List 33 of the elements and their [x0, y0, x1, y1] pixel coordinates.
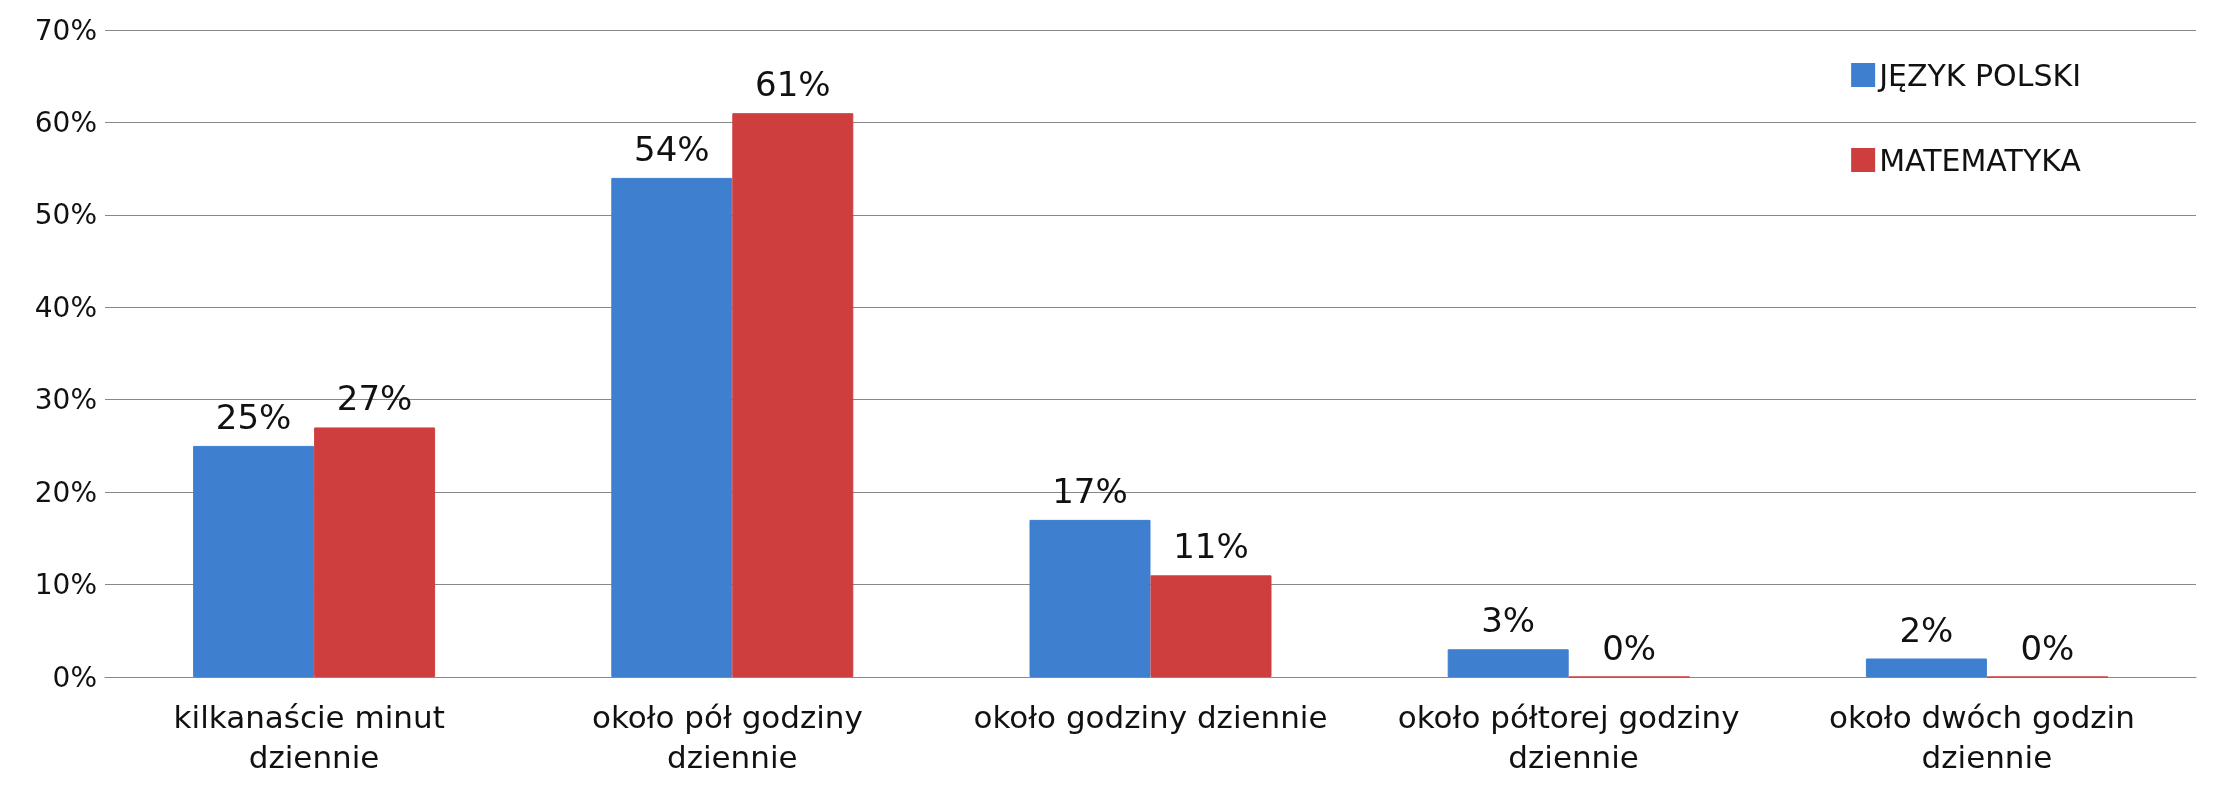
y-tick-label: 0%	[52, 660, 97, 694]
data-label: 54%	[634, 128, 710, 169]
y-tick-label: 60%	[34, 105, 97, 139]
bar	[314, 427, 436, 677]
x-tick-label: kilkanaście minut dziennie	[173, 699, 455, 775]
bar	[1029, 519, 1151, 677]
data-label: 61%	[755, 64, 831, 105]
legend-label: JĘZYK POLSKI	[1877, 57, 2081, 93]
x-tick-label: około godziny dziennie	[973, 699, 1328, 735]
data-label: 3%	[1481, 600, 1536, 641]
data-label: 11%	[1173, 526, 1249, 567]
y-tick-label: 40%	[34, 290, 97, 324]
data-label: 27%	[336, 378, 413, 419]
bar	[1150, 575, 1272, 677]
bar	[732, 113, 854, 677]
legend-label: MATEMATYKA	[1879, 142, 2082, 178]
y-tick-label: 50%	[34, 198, 97, 232]
data-label: 2%	[1899, 609, 1954, 650]
data-label: 17%	[1052, 470, 1128, 511]
data-label: 0%	[1602, 627, 1657, 668]
data-label: 0%	[2020, 627, 2075, 668]
bar	[193, 445, 315, 677]
y-tick-label: 70%	[34, 13, 97, 47]
bar	[1865, 658, 1987, 677]
data-label: 25%	[215, 396, 292, 437]
y-tick-label: 30%	[34, 383, 97, 417]
x-tick-label: około pół godziny dziennie	[591, 699, 873, 775]
x-tick-label: około półtorej godziny dziennie	[1397, 699, 1740, 775]
bar	[1447, 649, 1569, 677]
y-tick-label: 20%	[34, 475, 97, 509]
bar	[611, 177, 733, 677]
x-tick-label: około dwóch godzin dziennie	[1829, 699, 2145, 775]
y-tick-label: 10%	[34, 568, 97, 602]
